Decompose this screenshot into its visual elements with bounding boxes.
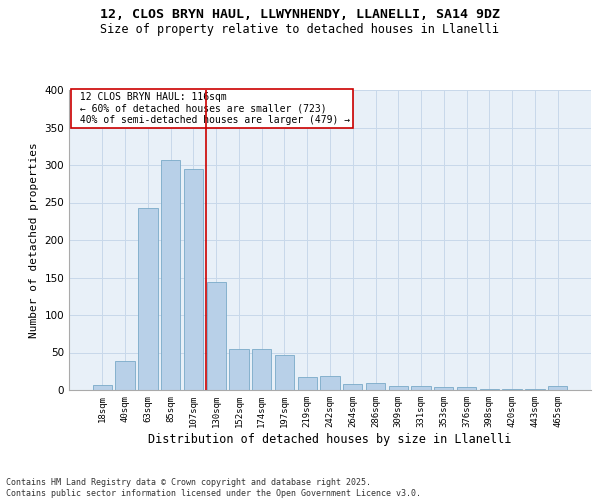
Bar: [502, 389, 522, 390]
Bar: [252, 349, 271, 390]
Bar: [366, 382, 385, 390]
Bar: [275, 355, 294, 390]
X-axis label: Distribution of detached houses by size in Llanelli: Distribution of detached houses by size …: [148, 432, 512, 446]
Bar: [320, 376, 340, 390]
Bar: [115, 361, 135, 390]
Text: Contains HM Land Registry data © Crown copyright and database right 2025.
Contai: Contains HM Land Registry data © Crown c…: [6, 478, 421, 498]
Bar: [206, 282, 226, 390]
Bar: [138, 208, 158, 390]
Bar: [412, 386, 431, 390]
Bar: [457, 387, 476, 390]
Bar: [229, 349, 248, 390]
Bar: [343, 384, 362, 390]
Bar: [479, 389, 499, 390]
Bar: [184, 169, 203, 390]
Bar: [434, 387, 454, 390]
Text: 12, CLOS BRYN HAUL, LLWYNHENDY, LLANELLI, SA14 9DZ: 12, CLOS BRYN HAUL, LLWYNHENDY, LLANELLI…: [100, 8, 500, 20]
Bar: [525, 389, 545, 390]
Bar: [548, 386, 567, 390]
Bar: [161, 160, 181, 390]
Bar: [389, 386, 408, 390]
Bar: [298, 377, 317, 390]
Text: Size of property relative to detached houses in Llanelli: Size of property relative to detached ho…: [101, 22, 499, 36]
Text: 12 CLOS BRYN HAUL: 116sqm
 ← 60% of detached houses are smaller (723)
 40% of se: 12 CLOS BRYN HAUL: 116sqm ← 60% of detac…: [74, 92, 350, 124]
Bar: [93, 385, 112, 390]
Y-axis label: Number of detached properties: Number of detached properties: [29, 142, 39, 338]
